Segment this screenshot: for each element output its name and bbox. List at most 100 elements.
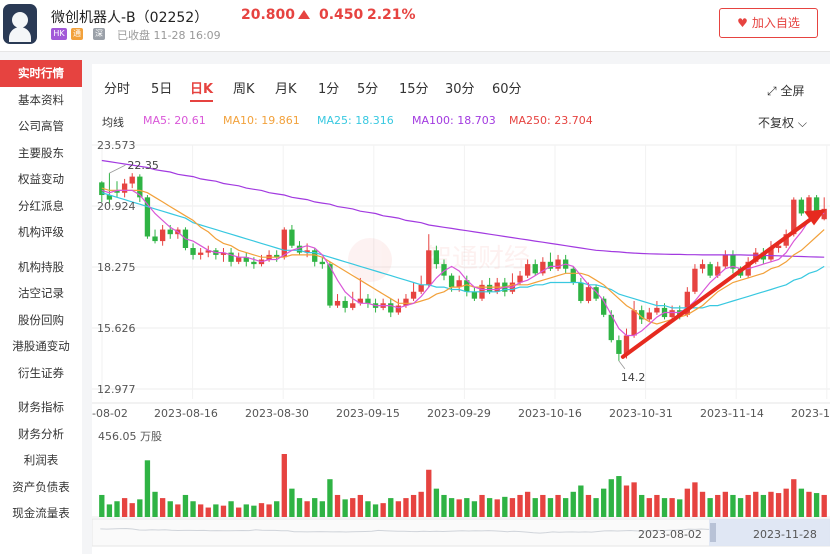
candle-body xyxy=(730,254,736,269)
sidebar-item-executives[interactable]: 公司高管 xyxy=(18,119,64,133)
candle-body xyxy=(578,282,584,301)
sidebar-item-ratings[interactable]: 机构评级 xyxy=(18,225,64,239)
candle-body xyxy=(121,183,128,193)
candle-body xyxy=(707,264,713,276)
sidebar-item-financial-analysis[interactable]: 财务分析 xyxy=(18,426,64,441)
sidebar-item-equity-change[interactable]: 权益变动 xyxy=(18,172,64,186)
add-to-watchlist-button[interactable]: ♥ 加入自选 xyxy=(719,8,818,38)
candle-body xyxy=(418,284,424,292)
volume-bar xyxy=(342,499,348,517)
sidebar-item-derivatives[interactable]: 衍生证券 xyxy=(18,365,64,380)
low-pointer xyxy=(618,360,626,370)
candle-body xyxy=(555,259,561,269)
range-navigator: 2023-08-02 2023-11-28 xyxy=(92,518,830,547)
candle-body xyxy=(646,312,652,320)
candle-body xyxy=(281,229,287,258)
sidebar-item-basic-info[interactable]: 基本资料 xyxy=(18,92,64,107)
kline-chart[interactable]: 智通财经 23.573 20.924 18.275 15.626 12.977 -08-… xyxy=(92,64,830,554)
moving-average-legend: 均线 MA5: 20.61 MA10: 19.861 MA25: 18.316 … xyxy=(92,114,830,132)
volume-bar xyxy=(159,498,166,517)
tab-monthly-k[interactable]: 月K xyxy=(275,82,297,97)
sidebar-item-cash-flow[interactable]: 现金流量表 xyxy=(12,506,70,520)
adjustment-dropdown[interactable]: 不复权 ⌵ xyxy=(758,114,807,131)
ma250-value: MA250: 23.704 xyxy=(509,114,593,127)
volume-bar xyxy=(220,505,227,517)
volume-bar xyxy=(372,504,379,517)
tab-5day[interactable]: 5日 xyxy=(151,82,173,97)
volume-bar xyxy=(99,494,105,517)
current-price: 20.800 xyxy=(241,7,296,23)
volume-bar xyxy=(692,482,698,517)
candle-body xyxy=(167,229,173,235)
candle-body xyxy=(654,307,660,313)
sidebar-item-realtime[interactable]: 实时行情 xyxy=(0,60,82,87)
candle-body xyxy=(692,268,698,292)
volume-bar xyxy=(768,491,774,517)
volume-bar xyxy=(426,469,432,517)
sidebar-item-financial-indicators[interactable]: 财务指标 xyxy=(18,400,64,414)
ma25-value: MA25: 18.316 xyxy=(317,114,394,127)
tab-1min[interactable]: 1分 xyxy=(318,82,340,97)
volume-bar xyxy=(182,494,189,517)
fullscreen-button[interactable]: ⤢ 全屏 xyxy=(767,82,804,99)
volume-bar xyxy=(753,491,759,517)
volume-bar xyxy=(175,504,181,517)
stock-header: 微创机器人-B（02252） 20.800 0.450 2.21% HK 通 深… xyxy=(0,0,830,52)
candle-body xyxy=(410,291,417,299)
candle-body xyxy=(464,280,470,292)
volume-bar xyxy=(205,507,211,517)
sidebar-item-dividends[interactable]: 分红派息 xyxy=(18,198,64,213)
candle-body xyxy=(547,261,554,269)
sidebar-item-connect-change[interactable]: 港股通变动 xyxy=(12,339,70,353)
tab-intraday[interactable]: 分时 xyxy=(104,82,131,97)
candle-body xyxy=(593,287,599,299)
candle-body xyxy=(251,261,257,265)
candle-body xyxy=(486,284,493,292)
ma10-line xyxy=(101,187,825,325)
volume-label: 456.05 万股 xyxy=(98,430,162,443)
volume-bar xyxy=(540,494,546,517)
sidebar-item-shareholders[interactable]: 主要股东 xyxy=(18,145,64,160)
tab-daily-k[interactable]: 日K xyxy=(190,78,214,102)
candle-body xyxy=(327,264,333,306)
candle-body xyxy=(342,300,348,308)
sidebar-item-balance-sheet[interactable]: 资产负债表 xyxy=(12,479,70,494)
candle-body xyxy=(190,248,196,255)
candle-body xyxy=(775,245,782,249)
volume-bar xyxy=(547,498,554,517)
candle-body xyxy=(532,264,538,274)
trend-arrow-head xyxy=(804,209,826,226)
y-axis-labels: 23.573 20.924 18.275 15.626 12.977 xyxy=(97,139,136,396)
volume-bar xyxy=(289,488,295,517)
sidebar-item-income-statement[interactable]: 利润表 xyxy=(23,453,59,467)
volume-bar xyxy=(646,498,652,517)
sidebar-item-buyback[interactable]: 股份回购 xyxy=(18,312,64,327)
volume-bar xyxy=(403,498,409,517)
tab-15min[interactable]: 15分 xyxy=(399,82,429,97)
tab-weekly-k[interactable]: 周K xyxy=(233,82,255,97)
volume-bar xyxy=(639,494,645,517)
x-tick-label: 2023-08-30 xyxy=(245,407,309,420)
tab-30min[interactable]: 30分 xyxy=(445,82,475,97)
volume-bar xyxy=(121,498,128,517)
tab-5min[interactable]: 5分 xyxy=(357,82,379,97)
candle-body xyxy=(722,254,729,267)
volume-bar xyxy=(661,498,668,517)
sidebar-item-institutional[interactable]: 机构持股 xyxy=(18,259,64,274)
tab-60min[interactable]: 60分 xyxy=(492,82,522,97)
candle-body xyxy=(197,252,204,255)
volume-bar xyxy=(654,494,660,517)
candle-body xyxy=(456,280,462,288)
candle-body xyxy=(426,250,432,285)
sidebar-item-short-selling[interactable]: 沽空记录 xyxy=(18,286,64,300)
volume-bar xyxy=(296,498,303,517)
volume-bar xyxy=(327,479,333,517)
volume-bar xyxy=(570,491,576,517)
volume-bar xyxy=(395,501,402,517)
x-tick-label: 2023-10-16 xyxy=(518,407,582,420)
volume-bar xyxy=(601,488,607,517)
volume-bar xyxy=(281,454,287,517)
chart-grid xyxy=(92,144,830,404)
candle-body xyxy=(144,197,151,237)
candlestick-series xyxy=(99,173,827,361)
